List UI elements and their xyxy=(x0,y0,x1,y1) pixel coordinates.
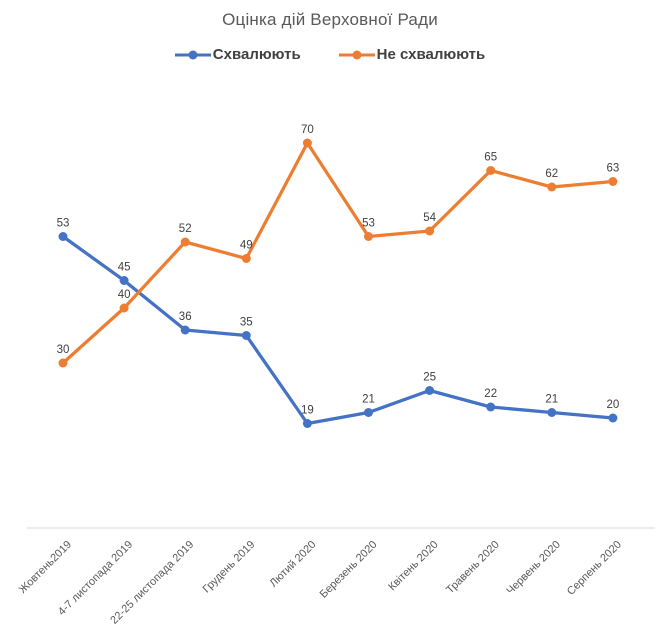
series-0-marker xyxy=(425,386,435,395)
series-0-data-label: 22 xyxy=(484,388,497,400)
series-1-data-label: 65 xyxy=(484,152,497,164)
series-0-data-label: 45 xyxy=(118,262,131,274)
series-0-data-label: 53 xyxy=(57,218,70,230)
series-0-data-label: 36 xyxy=(179,311,192,323)
x-axis-tick-label: Червень 2020 xyxy=(504,539,563,598)
series-0-marker xyxy=(302,419,312,428)
series-1-data-label: 53 xyxy=(362,218,375,230)
series-1-marker xyxy=(608,177,618,186)
series-line-1 xyxy=(61,141,615,365)
series-1-marker xyxy=(180,237,190,247)
series-1-data-label: 30 xyxy=(57,344,70,356)
series-line-0 xyxy=(61,234,615,426)
x-axis-tick-label: Березень 2020 xyxy=(318,539,380,601)
legend-label-approve: Схвалюють xyxy=(212,46,301,63)
series-1-marker xyxy=(58,358,68,368)
series-1-marker xyxy=(486,166,496,175)
series-1-data-label: 54 xyxy=(423,212,436,224)
line-marker-icon xyxy=(174,50,211,59)
series-0-marker xyxy=(241,331,251,340)
series-0-marker xyxy=(486,402,496,412)
legend-item-approve: Схвалюють xyxy=(174,46,301,63)
series-1-data-label: 52 xyxy=(179,223,192,235)
series-1-marker xyxy=(241,254,251,263)
series-1-data-label: 62 xyxy=(545,168,558,180)
series-1-marker xyxy=(302,138,312,148)
x-axis-tick-label: Грудень 2019 xyxy=(201,539,258,596)
series-0-marker xyxy=(180,325,190,335)
series-0-data-label: 21 xyxy=(545,394,558,406)
series-0-data-label: 21 xyxy=(362,394,375,406)
x-axis-tick-label: Серпень 2020 xyxy=(565,539,624,598)
series-1-data-label: 49 xyxy=(240,240,253,252)
series-0-marker xyxy=(608,413,618,423)
chart-title: Оцінка дій Верховної Ради xyxy=(222,10,438,29)
x-axis-tick-label: Квітень 2020 xyxy=(386,539,440,593)
x-axis-tick-label: Травень 2020 xyxy=(444,539,502,597)
series-0-marker xyxy=(58,232,68,241)
line-marker-icon xyxy=(338,50,375,59)
series-1-marker xyxy=(364,232,373,241)
series-1-data-label: 63 xyxy=(607,163,620,175)
series-1-data-label: 40 xyxy=(118,289,131,301)
series-0-marker xyxy=(364,408,373,417)
x-axis-tick-label: Лютий 2020 xyxy=(268,539,319,590)
series-1-data-label: 70 xyxy=(301,124,314,136)
legend-label-disapprove: Не схвалюють xyxy=(376,46,486,63)
legend-item-disapprove: Не схвалюють xyxy=(338,46,486,63)
series-0-data-label: 35 xyxy=(240,317,253,329)
series-1-marker xyxy=(425,226,435,236)
series-0-marker xyxy=(119,276,129,285)
series-0-data-label: 20 xyxy=(607,399,620,411)
chart-legend: Схвалюють Не схвалюють xyxy=(0,46,660,63)
series-1-marker xyxy=(119,303,129,313)
series-0-data-label: 19 xyxy=(301,405,314,417)
series-0-data-label: 25 xyxy=(423,372,436,384)
x-axis-tick-label: Жовтень2019 xyxy=(17,539,74,596)
series-1-marker xyxy=(547,182,557,192)
series-0-marker xyxy=(547,408,557,417)
